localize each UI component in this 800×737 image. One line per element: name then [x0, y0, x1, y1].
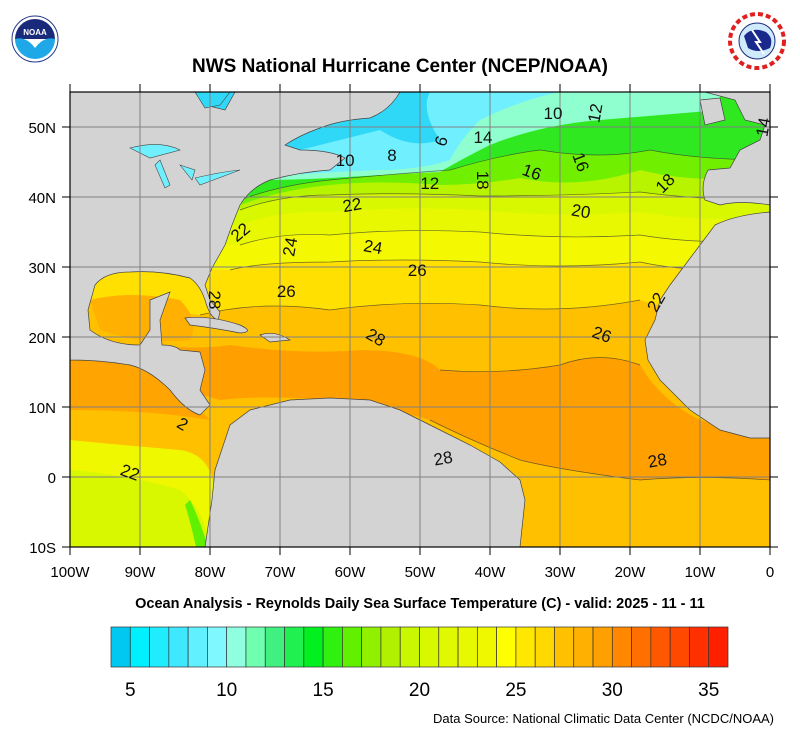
colorbar-swatch	[515, 626, 536, 668]
y-tick-label: 10S	[29, 540, 56, 557]
x-tick-label: 0	[766, 564, 774, 581]
colorbar-swatch	[631, 626, 652, 668]
x-tick-label: 10W	[685, 564, 717, 581]
map-grid	[70, 92, 770, 547]
y-tick-label: 30N	[28, 260, 56, 277]
colorbar-swatch	[438, 626, 459, 668]
contour-label: 14	[752, 116, 774, 138]
africa	[644, 211, 770, 439]
contour-label: 28	[205, 290, 224, 309]
y-axis-labels: 50N 40N 30N 20N 10N 0 10S	[28, 120, 56, 557]
contour-label: 10	[544, 104, 563, 123]
colorbar-swatch	[476, 626, 497, 668]
colorbar-swatch	[226, 626, 247, 668]
colorbar-swatch	[168, 626, 189, 668]
y-tick-label: 20N	[28, 330, 56, 347]
colorbar-swatch	[361, 626, 382, 668]
map-subtitle: Ocean Analysis - Reynolds Daily Sea Surf…	[135, 596, 705, 612]
colorbar-swatch	[380, 626, 401, 668]
colorbar-swatch	[419, 626, 440, 668]
contour-label: 24	[279, 236, 301, 258]
colorbar-tick-label: 5	[125, 680, 136, 700]
land-masses	[70, 92, 770, 547]
colorbar-swatch	[303, 626, 324, 668]
contour-label: 12	[420, 174, 439, 193]
x-tick-label: 20W	[615, 564, 647, 581]
colorbar-swatch	[573, 626, 594, 668]
colorbar-tick-label: 25	[505, 680, 526, 700]
colorbar-swatch	[554, 626, 575, 668]
noaa-logo: NOAA	[11, 15, 59, 63]
colorbar-tick-label: 15	[313, 680, 334, 700]
colorbar-swatch	[245, 626, 266, 668]
colorbar-swatch	[129, 626, 150, 668]
colorbar-swatch	[650, 626, 671, 668]
contour-label: 14	[474, 128, 493, 147]
contour-label: 28	[432, 448, 454, 470]
x-tick-label: 60W	[335, 564, 367, 581]
contour-label: 12	[584, 102, 606, 124]
north-america	[70, 92, 401, 416]
colorbar-swatch	[689, 626, 710, 668]
contour-label: 26	[277, 282, 296, 301]
sst-map: 100W 90W 80W 70W 60W 50W 40W 30W 20W 10W 0 50N 40N 3…	[28, 84, 778, 581]
x-tick-label: 100W	[50, 564, 90, 581]
x-tick-label: 80W	[195, 564, 227, 581]
x-tick-label: 90W	[125, 564, 157, 581]
contour-label: 8	[387, 146, 396, 165]
colorbar-swatch	[611, 626, 632, 668]
contour-label: 22	[341, 194, 363, 216]
hispaniola	[259, 333, 292, 343]
y-tick-label: 0	[48, 470, 56, 487]
colorbar-swatch	[457, 626, 478, 668]
colorbar-swatch	[708, 626, 729, 668]
colorbar-tick-label: 30	[602, 680, 623, 700]
colorbar-swatch	[187, 626, 208, 668]
contour-lines	[199, 149, 770, 481]
colorbar-swatch	[342, 626, 363, 668]
colorbar-swatch	[284, 626, 305, 668]
colorbar-swatch	[322, 626, 343, 668]
contour-label: 26	[408, 261, 427, 280]
colorbar-tick-label: 10	[216, 680, 237, 700]
colorbar-tick-label: 20	[409, 680, 430, 700]
y-tick-label: 50N	[28, 120, 56, 137]
y-tick-label: 40N	[28, 190, 56, 207]
colorbar-swatch	[110, 626, 131, 668]
x-tick-label: 50W	[405, 564, 437, 581]
data-source: Data Source: National Climatic Data Cent…	[433, 711, 774, 726]
contour-label: 24	[362, 236, 384, 258]
x-tick-label: 70W	[265, 564, 297, 581]
colorbar-swatch	[592, 626, 613, 668]
contour-label: 18	[473, 171, 492, 190]
colorbar-swatch	[149, 626, 170, 668]
x-axis-labels: 100W 90W 80W 70W 60W 50W 40W 30W 20W 10W 0	[50, 564, 774, 581]
axis-ticks	[62, 84, 778, 555]
page-title: NWS National Hurricane Center (NCEP/NOAA…	[192, 56, 608, 77]
colorbar-swatch	[399, 626, 420, 668]
contour-label: 10	[336, 151, 355, 170]
colorbar-swatch	[264, 626, 285, 668]
nws-logo	[728, 12, 786, 70]
contour-label: 28	[646, 450, 668, 472]
colorbar-swatch	[496, 626, 517, 668]
x-tick-label: 30W	[545, 564, 577, 581]
contour-label: 20	[570, 200, 592, 222]
colorbar-swatch	[534, 626, 555, 668]
y-tick-label: 10N	[28, 400, 56, 417]
south-america	[204, 397, 526, 547]
colorbar: 5 10 15 20 25 30 35	[110, 626, 729, 700]
colorbar-swatch	[207, 626, 228, 668]
x-tick-label: 40W	[475, 564, 507, 581]
noaa-logo-text: NOAA	[23, 28, 47, 37]
ireland-uk	[699, 97, 726, 126]
colorbar-swatch	[669, 626, 690, 668]
europe	[702, 92, 770, 206]
colorbar-tick-label: 35	[698, 680, 719, 700]
